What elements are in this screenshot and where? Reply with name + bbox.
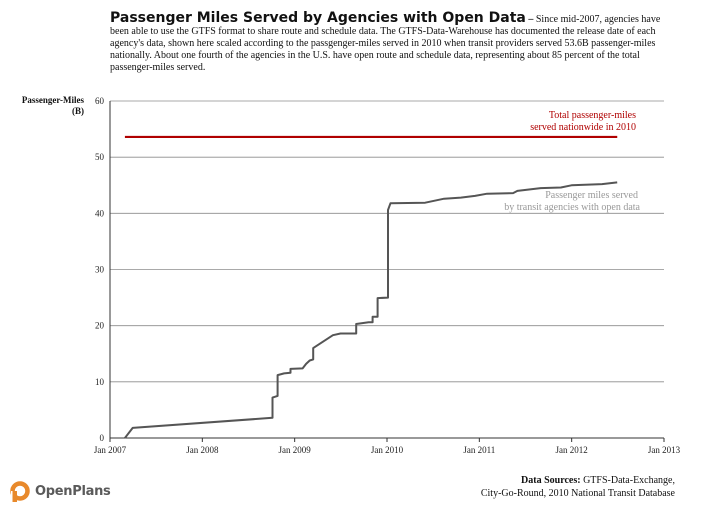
y-tick-label-0: 0 xyxy=(100,433,105,443)
chart-header: Passenger Miles Served by Agencies with … xyxy=(110,10,670,74)
data-sources: Data Sources: GTFS-Data-Exchange, City-G… xyxy=(355,474,675,500)
y-tick-label-60: 60 xyxy=(95,96,105,106)
x-tick-label-jan-2007: Jan 2007 xyxy=(94,445,127,455)
chart-title: Passenger Miles Served by Agencies with … xyxy=(110,10,526,26)
title-separator: – xyxy=(528,14,534,25)
y-axis-label: Passenger-Miles (B) xyxy=(8,95,84,117)
x-tick-label-jan-2013: Jan 2013 xyxy=(648,445,681,455)
y-tick-label-10: 10 xyxy=(95,377,105,387)
series-line-open-data xyxy=(124,181,618,439)
x-tick-label-jan-2010: Jan 2010 xyxy=(371,445,404,455)
data-sources-line1: GTFS-Data-Exchange, xyxy=(583,475,675,486)
x-tick-label-jan-2012: Jan 2012 xyxy=(556,445,588,455)
x-tick-label-jan-2008: Jan 2008 xyxy=(186,445,219,455)
y-axis-label-line1: Passenger-Miles xyxy=(21,95,84,105)
openplans-logo-icon xyxy=(10,481,30,503)
x-tick-label-jan-2011: Jan 2011 xyxy=(463,445,495,455)
y-tick-label-20: 20 xyxy=(95,321,105,331)
series-label-line2: by transit agencies with open data xyxy=(504,202,640,213)
y-tick-label-40: 40 xyxy=(95,208,105,218)
y-tick-label-30: 30 xyxy=(95,265,105,275)
reference-line-label-line1: Total passenger-miles xyxy=(549,110,636,121)
chart-description: Since mid-2007, agencies have been able … xyxy=(110,14,661,73)
x-tick-label-jan-2009: Jan 2009 xyxy=(279,445,312,455)
openplans-logo-text: OpenPlans xyxy=(35,483,111,499)
data-sources-line2: City-Go-Round, 2010 National Transit Dat… xyxy=(480,488,675,499)
y-tick-label-50: 50 xyxy=(95,152,105,162)
series-label-line1: Passenger miles served xyxy=(545,190,638,201)
y-axis-label-line2: (B) xyxy=(72,106,84,116)
reference-line-label-line2: served nationwide in 2010 xyxy=(530,122,636,133)
openplans-logo: OpenPlans xyxy=(8,479,111,503)
data-sources-label: Data Sources: xyxy=(521,475,581,486)
